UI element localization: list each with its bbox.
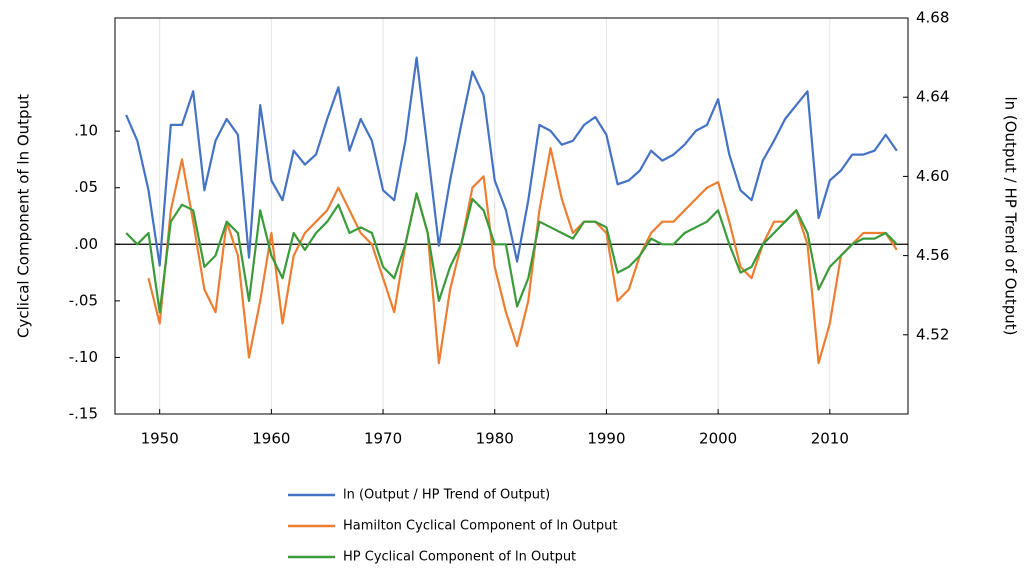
y-tick-label: -.10 <box>69 348 98 366</box>
legend-label: ln (Output / HP Trend of Output) <box>343 488 550 503</box>
x-tick-label: 1950 <box>141 430 179 448</box>
x-tick-label: 2010 <box>811 430 849 448</box>
y2-axis-label: ln (Output / HP Trend of Output) <box>1002 96 1020 335</box>
y2-tick-label: 4.60 <box>916 167 949 185</box>
y2-tick-label: 4.68 <box>916 9 949 27</box>
y-tick-label: .00 <box>74 235 98 253</box>
x-tick-label: 2000 <box>699 430 737 448</box>
x-tick-label: 1990 <box>587 430 625 448</box>
series-line <box>147 147 898 365</box>
series-line <box>125 56 898 267</box>
x-tick-label: 1980 <box>476 430 514 448</box>
y-tick-label: .10 <box>74 122 98 140</box>
legend-label: HP Cyclical Component of ln Output <box>343 550 576 565</box>
legend-label: Hamilton Cyclical Component of ln Output <box>343 519 617 534</box>
y2-tick-label: 4.52 <box>916 325 949 343</box>
y-axis-label: Cyclical Component of ln Output <box>15 94 33 338</box>
x-tick-label: 1960 <box>252 430 290 448</box>
y-tick-label: -.05 <box>69 291 98 309</box>
y2-tick-label: 4.56 <box>916 246 949 264</box>
plot-frame <box>114 17 909 415</box>
x-tick-label: 1970 <box>364 430 402 448</box>
y-tick-label: .05 <box>74 178 98 196</box>
y-tick-label: -.15 <box>69 405 98 423</box>
y2-tick-label: 4.64 <box>916 88 949 106</box>
series-line <box>125 192 898 314</box>
